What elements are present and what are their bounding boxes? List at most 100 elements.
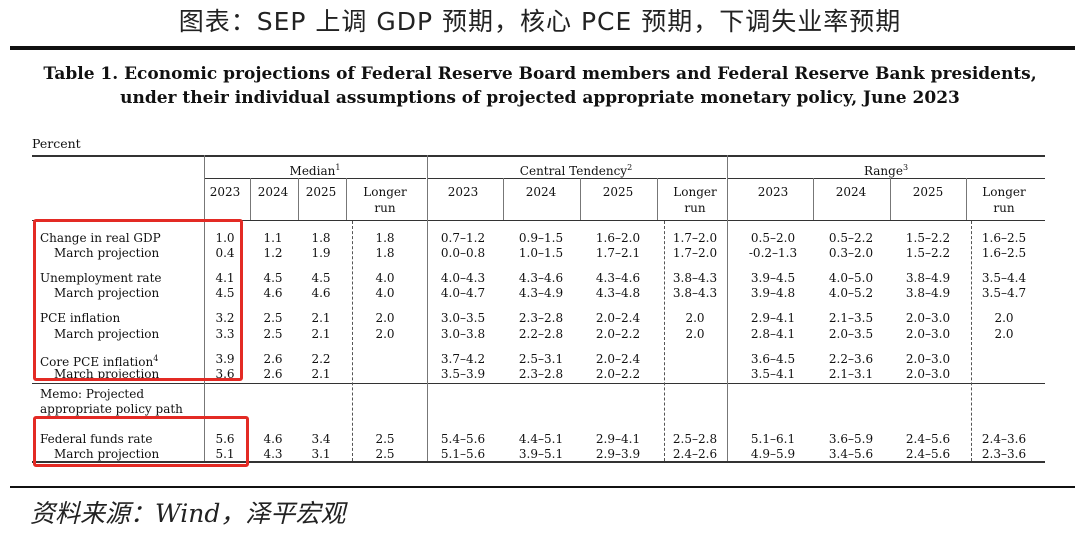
cell-median: 3.6 <box>215 367 235 381</box>
cell-range: 3.8–4.9 <box>905 271 951 285</box>
subheader-median-2024: 2024 <box>257 185 289 199</box>
vline-median-2023 <box>250 178 251 220</box>
cell-median: 2.5 <box>263 311 283 325</box>
row-label-march-projection: March projection <box>54 286 159 300</box>
dash-range-longer <box>971 221 972 461</box>
cell-median: 2.5 <box>375 432 395 446</box>
cell-range: 3.6–5.9 <box>828 432 874 446</box>
subheader-central-longer: Longer <box>673 185 717 199</box>
cell-median: 2.6 <box>263 352 283 366</box>
memo-label-2: appropriate policy path <box>40 402 183 416</box>
cell-median: 1.1 <box>263 231 283 245</box>
cell-range: 2.0–3.0 <box>905 367 951 381</box>
group-rule-central <box>428 178 726 179</box>
row-label-text: March projection <box>54 246 160 260</box>
vline-central-2025 <box>657 178 658 220</box>
cell-median: 4.0 <box>375 286 395 300</box>
row-label-text: March projection <box>54 286 160 300</box>
cell-range: 3.6–4.5 <box>750 352 796 366</box>
cell-median: 2.5 <box>375 447 395 461</box>
cell-central: 2.0–2.4 <box>595 311 641 325</box>
cell-range: 2.4–5.6 <box>905 432 951 446</box>
row-label-march-projection: March projection <box>54 327 159 341</box>
row-label-text: March projection <box>54 447 160 461</box>
vline-median-2024 <box>298 178 299 220</box>
highlight-box-fed-funds <box>33 416 249 467</box>
cell-central: 2.0–2.2 <box>595 367 641 381</box>
cell-central: 4.0–4.3 <box>440 271 486 285</box>
cell-central: 3.7–4.2 <box>440 352 486 366</box>
cell-range: 2.4–3.6 <box>981 432 1027 446</box>
cell-range: 4.0–5.2 <box>828 286 874 300</box>
group-rule-range <box>728 178 1045 179</box>
dash-central-longer <box>664 221 665 461</box>
cell-central: 2.9–3.9 <box>595 447 641 461</box>
unit-label: Percent <box>32 136 81 151</box>
subheader-range-2024: 2024 <box>835 185 867 199</box>
cell-median: 2.1 <box>311 327 331 341</box>
chart-caption: 图表：SEP 上调 GDP 预期，核心 PCE 预期，下调失业率预期 <box>178 7 902 36</box>
cell-range: 3.4–5.6 <box>828 447 874 461</box>
cell-central: 4.3–4.6 <box>595 271 641 285</box>
subheader-median-2023: 2023 <box>209 185 241 199</box>
cell-range: 3.9–4.8 <box>750 286 796 300</box>
cell-central: 2.0 <box>685 327 705 341</box>
row-label-march-projection: March projection <box>54 246 159 260</box>
row-label-march-projection: March projection <box>54 367 159 381</box>
group-rule-median <box>205 178 426 179</box>
row-label-text: March projection <box>54 327 160 341</box>
cell-range: 1.6–2.5 <box>981 246 1027 260</box>
cell-range: 1.5–2.2 <box>905 246 951 260</box>
subheader-median-longer: Longer <box>363 185 407 199</box>
memo-label: Memo: Projected <box>40 387 145 401</box>
vline-median-2025 <box>346 178 347 220</box>
cell-range: 4.0–5.0 <box>828 271 874 285</box>
cell-central: 2.5–3.1 <box>518 352 564 366</box>
cell-median: 4.3 <box>263 447 283 461</box>
cell-central: 2.9–4.1 <box>595 432 641 446</box>
cell-range: 2.0–3.0 <box>905 352 951 366</box>
central-label: Central Tendency <box>519 164 628 178</box>
cell-median: 3.2 <box>215 311 235 325</box>
cell-range: 0.5–2.0 <box>750 231 796 245</box>
cell-range: 5.1–6.1 <box>750 432 796 446</box>
subheader-central-run: run <box>684 201 706 215</box>
cell-median: 4.5 <box>215 286 235 300</box>
cell-central: 1.0–1.5 <box>518 246 564 260</box>
table-top-rule <box>32 155 1045 157</box>
cell-central: 2.3–2.8 <box>518 367 564 381</box>
table-title: Table 1. Economic projections of Federal… <box>0 62 1080 110</box>
cell-median: 4.1 <box>215 271 235 285</box>
subheader-range-run: run <box>993 201 1015 215</box>
cell-central: 2.5–2.8 <box>672 432 718 446</box>
row-label-text: Core PCE inflation <box>40 355 154 369</box>
cell-median: 0.4 <box>215 246 235 260</box>
cell-central: 1.7–2.1 <box>595 246 641 260</box>
cell-central: 2.3–2.8 <box>518 311 564 325</box>
cell-median: 2.6 <box>263 367 283 381</box>
cell-median: 2.5 <box>263 327 283 341</box>
cell-central: 1.7–2.0 <box>672 246 718 260</box>
subheader-median-2025: 2025 <box>305 185 337 199</box>
vline-range-2024 <box>890 178 891 220</box>
header-bottom-rule <box>32 220 1045 221</box>
cell-range: 2.0–3.0 <box>905 311 951 325</box>
cell-median: 1.2 <box>263 246 283 260</box>
cell-central: 2.0 <box>685 311 705 325</box>
subheader-central-2024: 2024 <box>525 185 557 199</box>
subheader-range-2025: 2025 <box>912 185 944 199</box>
table-title-line-1: Table 1. Economic projections of Federal… <box>43 64 1037 84</box>
cell-range: 2.1–3.1 <box>828 367 874 381</box>
vline-variable <box>204 155 205 461</box>
subheader-range-2023: 2023 <box>757 185 789 199</box>
central-footnote: 2 <box>627 163 633 172</box>
vline-central-end <box>727 155 728 461</box>
cell-range: 3.8–4.9 <box>905 286 951 300</box>
cell-central: 1.7–2.0 <box>672 231 718 245</box>
cell-central: 3.8–4.3 <box>672 286 718 300</box>
memo-rule <box>32 383 1045 384</box>
cell-central: 4.0–4.7 <box>440 286 486 300</box>
cell-median: 4.5 <box>263 271 283 285</box>
row-label-text: PCE inflation <box>40 311 121 325</box>
median-footnote: 1 <box>335 163 341 172</box>
